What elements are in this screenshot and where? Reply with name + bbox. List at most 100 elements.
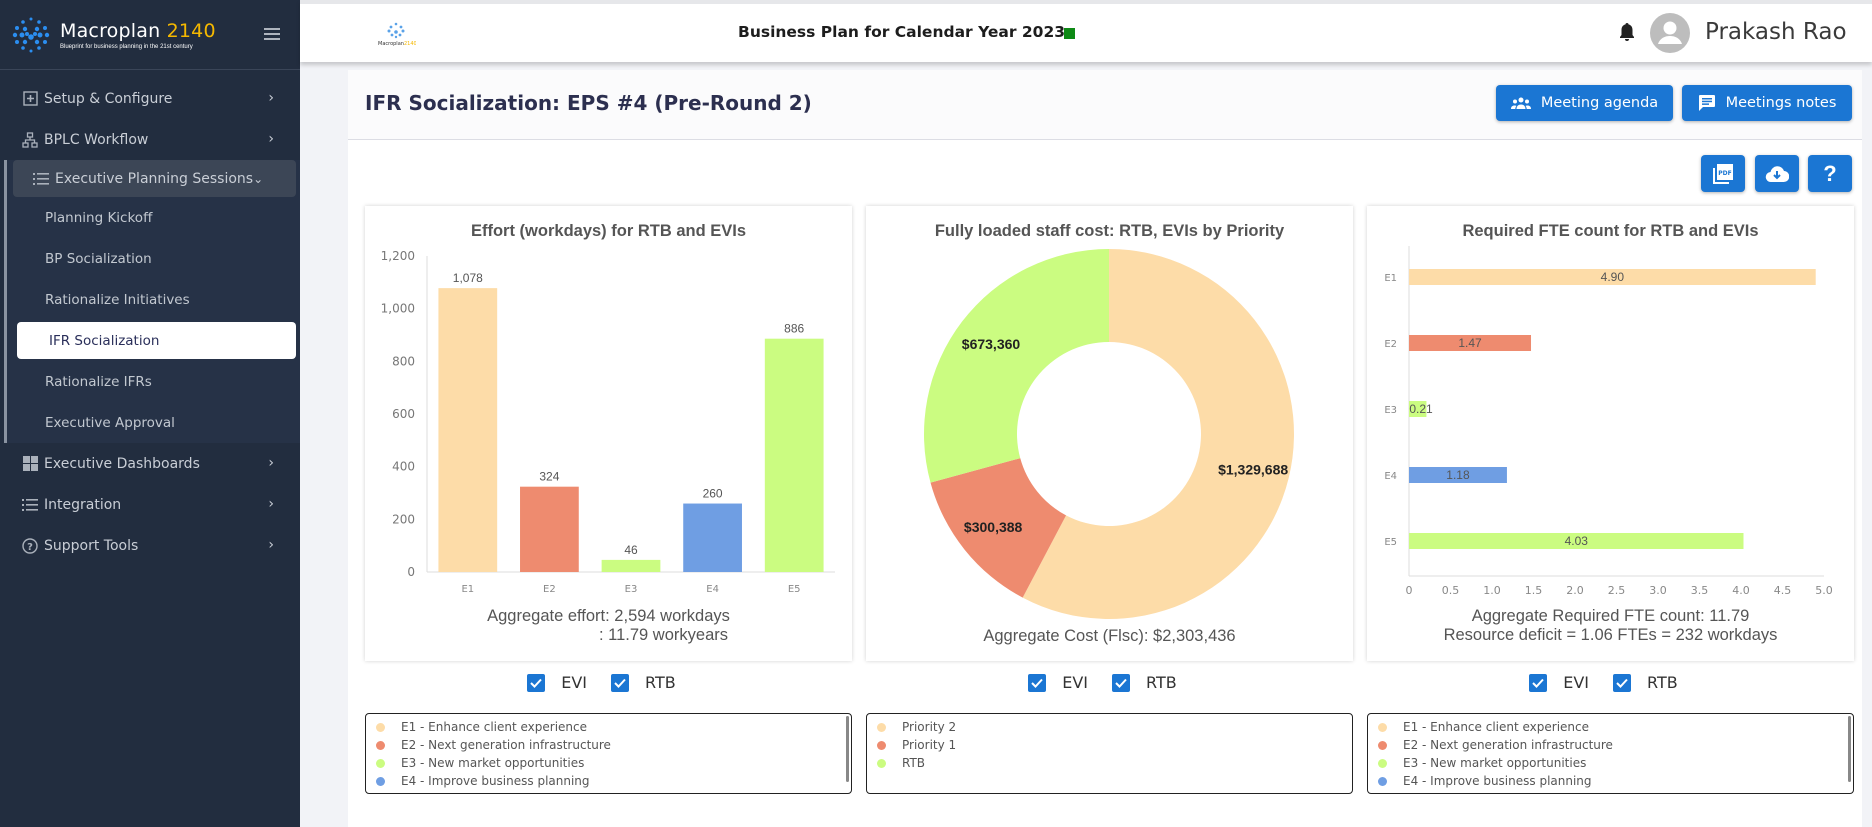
sidebar: Macroplan 2140 Blueprint for business pl… xyxy=(0,0,300,827)
y-tick-label: E5 xyxy=(1384,537,1397,548)
bar-value-label: 1.47 xyxy=(1458,336,1482,350)
y-tick-label: E1 xyxy=(1384,273,1397,284)
cost-donut-chart: $1,329,688 $300,388 $673,360 xyxy=(924,249,1294,619)
sidebar-item-setup[interactable]: Setup & Configure › xyxy=(0,78,300,119)
sidebar-item-executive-approval[interactable]: Executive Approval xyxy=(45,414,175,431)
legend-item: E4 - Improve business planning xyxy=(376,772,841,790)
x-tick-label: E4 xyxy=(706,584,719,595)
slice-priority-1 xyxy=(930,458,1067,598)
chart-title: Effort (workdays) for RTB and EVIs xyxy=(470,222,747,240)
legend-item: Priority 2 xyxy=(877,718,1342,736)
export-pdf-button[interactable]: PDF xyxy=(1701,155,1745,192)
sidebar-item-rationalize-ifrs[interactable]: Rationalize IFRs xyxy=(45,373,152,390)
rtb-checkbox[interactable] xyxy=(1613,673,1632,692)
sidebar-item-bplc[interactable]: BPLC Workflow › xyxy=(0,119,300,160)
x-tick-label: 2.0 xyxy=(1566,584,1584,597)
y-tick-label: 800 xyxy=(392,354,415,368)
x-tick-label: 0.5 xyxy=(1442,584,1460,597)
evi-checkbox[interactable] xyxy=(1529,673,1548,692)
legend-scrollbar[interactable] xyxy=(846,716,849,782)
svg-text:PDF: PDF xyxy=(1718,170,1731,177)
check-icon xyxy=(1616,678,1628,688)
sidebar-item-rationalize-initiatives[interactable]: Rationalize Initiatives xyxy=(45,291,190,308)
brand-name: Macroplan 2140 xyxy=(60,19,216,42)
legend-item: RTB xyxy=(877,754,1342,772)
legend-item: E2 - Next generation infrastructure xyxy=(376,736,841,754)
legend-dot xyxy=(376,758,385,768)
aggregate-effort-text: Aggregate effort: 2,594 workdays : 11.79… xyxy=(365,607,852,645)
chart-title: Required FTE count for RTB and EVIs xyxy=(1462,222,1759,240)
help-circle-icon: ? xyxy=(22,537,38,554)
user-icon xyxy=(1658,21,1682,44)
bar-E3 xyxy=(601,559,661,572)
legend-item: E3 - New market opportunities xyxy=(376,754,841,772)
bar-value-label: 0.21 xyxy=(1409,402,1433,416)
user-name[interactable]: Prakash Rao xyxy=(1705,19,1847,45)
sidebar-item-support-tools[interactable]: ? Support Tools › xyxy=(0,525,300,566)
top-bar: Macroplan 2140 Business Plan for Calenda… xyxy=(300,0,1872,62)
legend-scrollbar[interactable] xyxy=(1848,716,1851,782)
bell-icon[interactable] xyxy=(1618,22,1636,42)
macroplan-logo-icon xyxy=(12,17,50,52)
meeting-agenda-button[interactable]: Meeting agenda xyxy=(1496,85,1673,121)
chart-title: Fully loaded staff cost: RTB, EVIs by Pr… xyxy=(934,222,1285,240)
avatar[interactable] xyxy=(1650,13,1690,53)
bar-value-label: 260 xyxy=(703,487,723,501)
bar-E4 xyxy=(683,503,742,572)
cost-toggles: EVI RTB xyxy=(866,673,1353,692)
effort-chart-card: Effort (workdays) for RTB and EVIs 0 200 4… xyxy=(365,206,852,661)
fte-bar-chart: 0 0.5 1.0 1.5 2.0 2.5 3.0 3.5 4.0 4.5 5.0 4.90 E1 1.4… xyxy=(1384,246,1833,597)
meetings-notes-button[interactable]: Meetings notes xyxy=(1682,85,1852,121)
sidebar-item-planning-kickoff[interactable]: Planning Kickoff xyxy=(45,209,153,226)
page-title: IFR Socialization: EPS #4 (Pre-Round 2) xyxy=(365,91,812,115)
rtb-label: RTB xyxy=(1647,673,1678,692)
bar-value-label: 1,078 xyxy=(453,271,483,285)
bar-E1 xyxy=(438,288,498,572)
y-tick-label: 1,000 xyxy=(381,302,415,316)
priority-legend: Priority 2 Priority 1 RTB xyxy=(866,713,1353,794)
cloud-download-icon xyxy=(1765,165,1789,182)
grid-icon xyxy=(22,456,38,472)
rtb-checkbox[interactable] xyxy=(611,673,630,692)
cloud-download-button[interactable] xyxy=(1755,155,1799,192)
plus-square-icon xyxy=(22,91,38,107)
sidebar-item-executive-planning-sessions[interactable]: Executive Planning Sessions ⌄ xyxy=(13,160,296,197)
x-tick-label: E1 xyxy=(461,584,474,595)
menu-toggle-icon[interactable] xyxy=(264,28,280,42)
legend-item: E2 - Next generation infrastructure xyxy=(1378,736,1843,754)
legend-item: Priority 1 xyxy=(877,736,1342,754)
legend-dot xyxy=(376,722,385,732)
rtb-checkbox[interactable] xyxy=(1112,673,1131,692)
initiatives-legend[interactable]: E1 - Enhance client experience E2 - Next… xyxy=(365,713,852,794)
bar-value-label: 46 xyxy=(624,543,638,557)
sidebar-item-executive-dashboards[interactable]: Executive Dashboards › xyxy=(0,443,300,484)
sidebar-item-integration[interactable]: Integration › xyxy=(0,484,300,525)
legend-item: E1 - Enhance client experience xyxy=(1378,718,1843,736)
slice-value-label: $673,360 xyxy=(962,336,1021,352)
chevron-right-icon: › xyxy=(268,90,274,106)
aggregate-effort-workyears: : 11.79 workyears xyxy=(598,626,728,644)
help-button[interactable]: ? xyxy=(1808,155,1852,192)
evi-checkbox[interactable] xyxy=(1028,673,1047,692)
bar-E4 xyxy=(1409,467,1507,483)
initiatives-legend[interactable]: E1 - Enhance client experience E2 - Next… xyxy=(1367,713,1854,794)
page-header: IFR Socialization: EPS #4 (Pre-Round 2) … xyxy=(348,70,1862,140)
y-tick-label: 1,200 xyxy=(381,249,415,263)
x-tick-label: 1.0 xyxy=(1483,584,1501,597)
evi-checkbox[interactable] xyxy=(527,673,546,692)
rtb-label: RTB xyxy=(645,673,676,692)
bar-value-label: 324 xyxy=(539,470,559,484)
x-tick-label: 3.0 xyxy=(1649,584,1667,597)
macroplan-mini-logo-icon: Macroplan 2140 xyxy=(378,22,416,47)
sidebar-item-ifr-socialization[interactable]: IFR Socialization xyxy=(17,322,296,359)
legend-dot xyxy=(877,758,886,768)
x-tick-label: 4.5 xyxy=(1774,584,1792,597)
slice-value-label: $1,329,688 xyxy=(1218,462,1288,478)
bar-E5 xyxy=(1409,533,1744,549)
svg-text:?: ? xyxy=(27,542,33,553)
chevron-right-icon: › xyxy=(268,496,274,512)
brand-tagline: Blueprint for business planning in the 2… xyxy=(60,43,193,50)
sidebar-item-bp-socialization[interactable]: BP Socialization xyxy=(45,250,152,267)
group-icon xyxy=(1510,97,1531,109)
x-tick-label: E5 xyxy=(788,584,801,595)
